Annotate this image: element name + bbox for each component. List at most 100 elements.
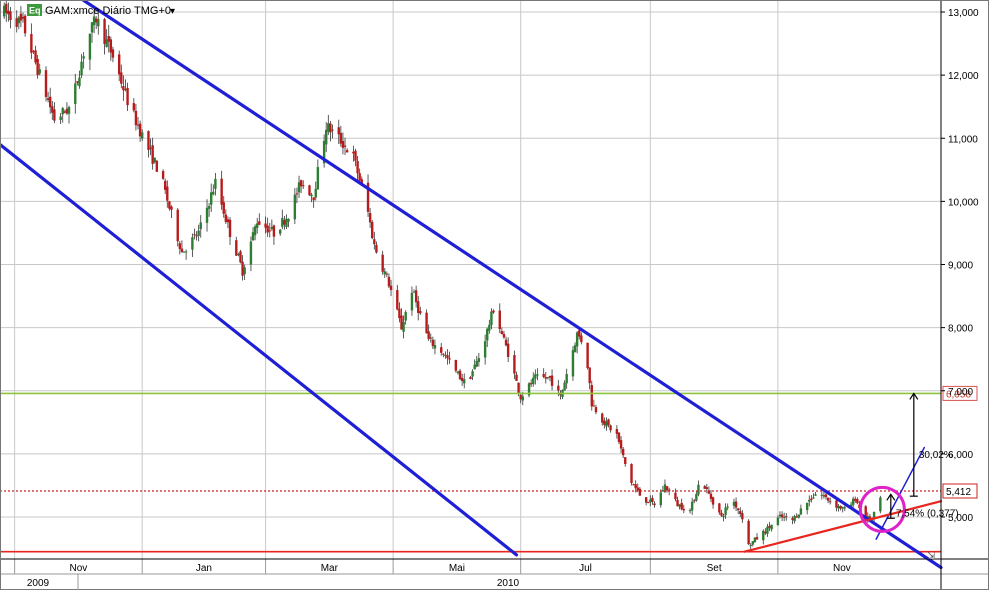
- candle-body: [843, 507, 847, 509]
- candle-body: [697, 484, 700, 495]
- candle-body: [256, 223, 259, 228]
- candle-body: [477, 358, 481, 362]
- x-tick-label: Jan: [196, 563, 212, 574]
- candle-body: [341, 140, 345, 148]
- chart-title[interactable]: GAM:xmce Diário TMG+0: [45, 5, 171, 17]
- candle-body: [124, 89, 127, 91]
- lower-channel[interactable]: [0, 142, 519, 557]
- chart-header[interactable]: Eq GAM:xmce Diário TMG+0 ▾: [27, 4, 175, 17]
- candle-body: [136, 124, 140, 126]
- resize-corner-icon[interactable]: ⇲: [927, 551, 935, 562]
- horizontal-lines-layer: 6,958 5,412: [0, 385, 978, 553]
- candle-body: [111, 49, 115, 58]
- candle-body: [502, 333, 506, 338]
- candle-body: [356, 161, 359, 174]
- chevron-down-icon[interactable]: ▾: [170, 6, 175, 17]
- candle-body: [615, 429, 619, 434]
- candle-body: [327, 123, 330, 132]
- candle-body: [414, 290, 418, 303]
- year-label: 2010: [497, 578, 520, 589]
- candle-body: [799, 508, 803, 515]
- candle-body: [358, 173, 361, 181]
- candle-body: [287, 219, 290, 222]
- candle-body: [32, 50, 35, 52]
- candle-body: [383, 271, 386, 275]
- candle-body: [195, 235, 198, 237]
- candle-body: [580, 335, 583, 343]
- equity-badge: [27, 4, 42, 16]
- x-tick-label: Set: [707, 563, 722, 574]
- candle-body: [498, 310, 501, 330]
- candle-body: [398, 308, 401, 319]
- candle-body: [180, 248, 184, 253]
- candle-body: [529, 383, 533, 385]
- candle-body: [168, 201, 171, 209]
- candle-body: [410, 292, 414, 311]
- candle-body: [109, 39, 113, 53]
- candle-body: [661, 490, 665, 492]
- candle-body: [316, 167, 320, 190]
- candle-body: [448, 358, 451, 360]
- candle-body: [279, 229, 282, 234]
- candle-body: [427, 331, 430, 339]
- measure-arrow-head: [886, 493, 896, 501]
- candle-body: [812, 497, 815, 499]
- candle-body: [513, 355, 516, 374]
- candle-body: [51, 106, 54, 113]
- candle-body: [492, 310, 495, 313]
- candle-body: [770, 524, 773, 530]
- upper-channel[interactable]: [77, 0, 943, 570]
- candle-body: [736, 508, 740, 511]
- candle-body: [417, 301, 420, 313]
- candle-body: [517, 382, 520, 393]
- candle-body: [734, 501, 738, 508]
- candle-body: [751, 541, 754, 545]
- candle-body: [592, 405, 596, 407]
- candle-body: [578, 330, 581, 337]
- candle-body: [366, 182, 370, 212]
- candle-body: [649, 499, 652, 503]
- candle-body: [841, 507, 844, 509]
- candle-body: [264, 223, 267, 228]
- candle-body: [500, 331, 504, 335]
- candle-body: [527, 383, 531, 396]
- support-line[interactable]: [743, 500, 943, 553]
- candle-body: [619, 440, 623, 449]
- candle-body: [120, 72, 123, 84]
- y-tick-label: 10,000: [948, 197, 979, 208]
- candle-body: [442, 353, 445, 355]
- candle-body: [594, 407, 598, 413]
- candle-body: [879, 497, 882, 512]
- equity-badge-label: Eq: [29, 6, 41, 16]
- candle-body: [473, 364, 476, 370]
- candle-body: [241, 261, 244, 276]
- candle-body: [718, 503, 721, 513]
- candle-body: [23, 15, 27, 34]
- candle-body: [793, 516, 796, 522]
- candle-body: [601, 413, 604, 423]
- candle-body: [463, 379, 466, 384]
- candle-body: [506, 343, 510, 358]
- trendlines-layer[interactable]: [0, 0, 943, 570]
- candle-body: [419, 311, 422, 314]
- candle-body: [444, 354, 447, 356]
- candle-body: [44, 70, 48, 97]
- candle-body: [322, 140, 326, 164]
- candle-body: [331, 129, 334, 131]
- candle-body: [647, 501, 650, 504]
- candle-body: [739, 511, 742, 515]
- candle-body: [5, 3, 8, 13]
- candle-body: [36, 59, 39, 75]
- candle-body: [440, 347, 443, 353]
- candle-body: [214, 178, 217, 189]
- candle-body: [776, 517, 780, 526]
- breakout-line[interactable]: [875, 446, 926, 540]
- candle-body: [272, 225, 276, 237]
- candle-body: [94, 18, 98, 23]
- candle-body: [178, 243, 182, 249]
- candle-body: [603, 420, 606, 425]
- candle-body: [617, 432, 621, 443]
